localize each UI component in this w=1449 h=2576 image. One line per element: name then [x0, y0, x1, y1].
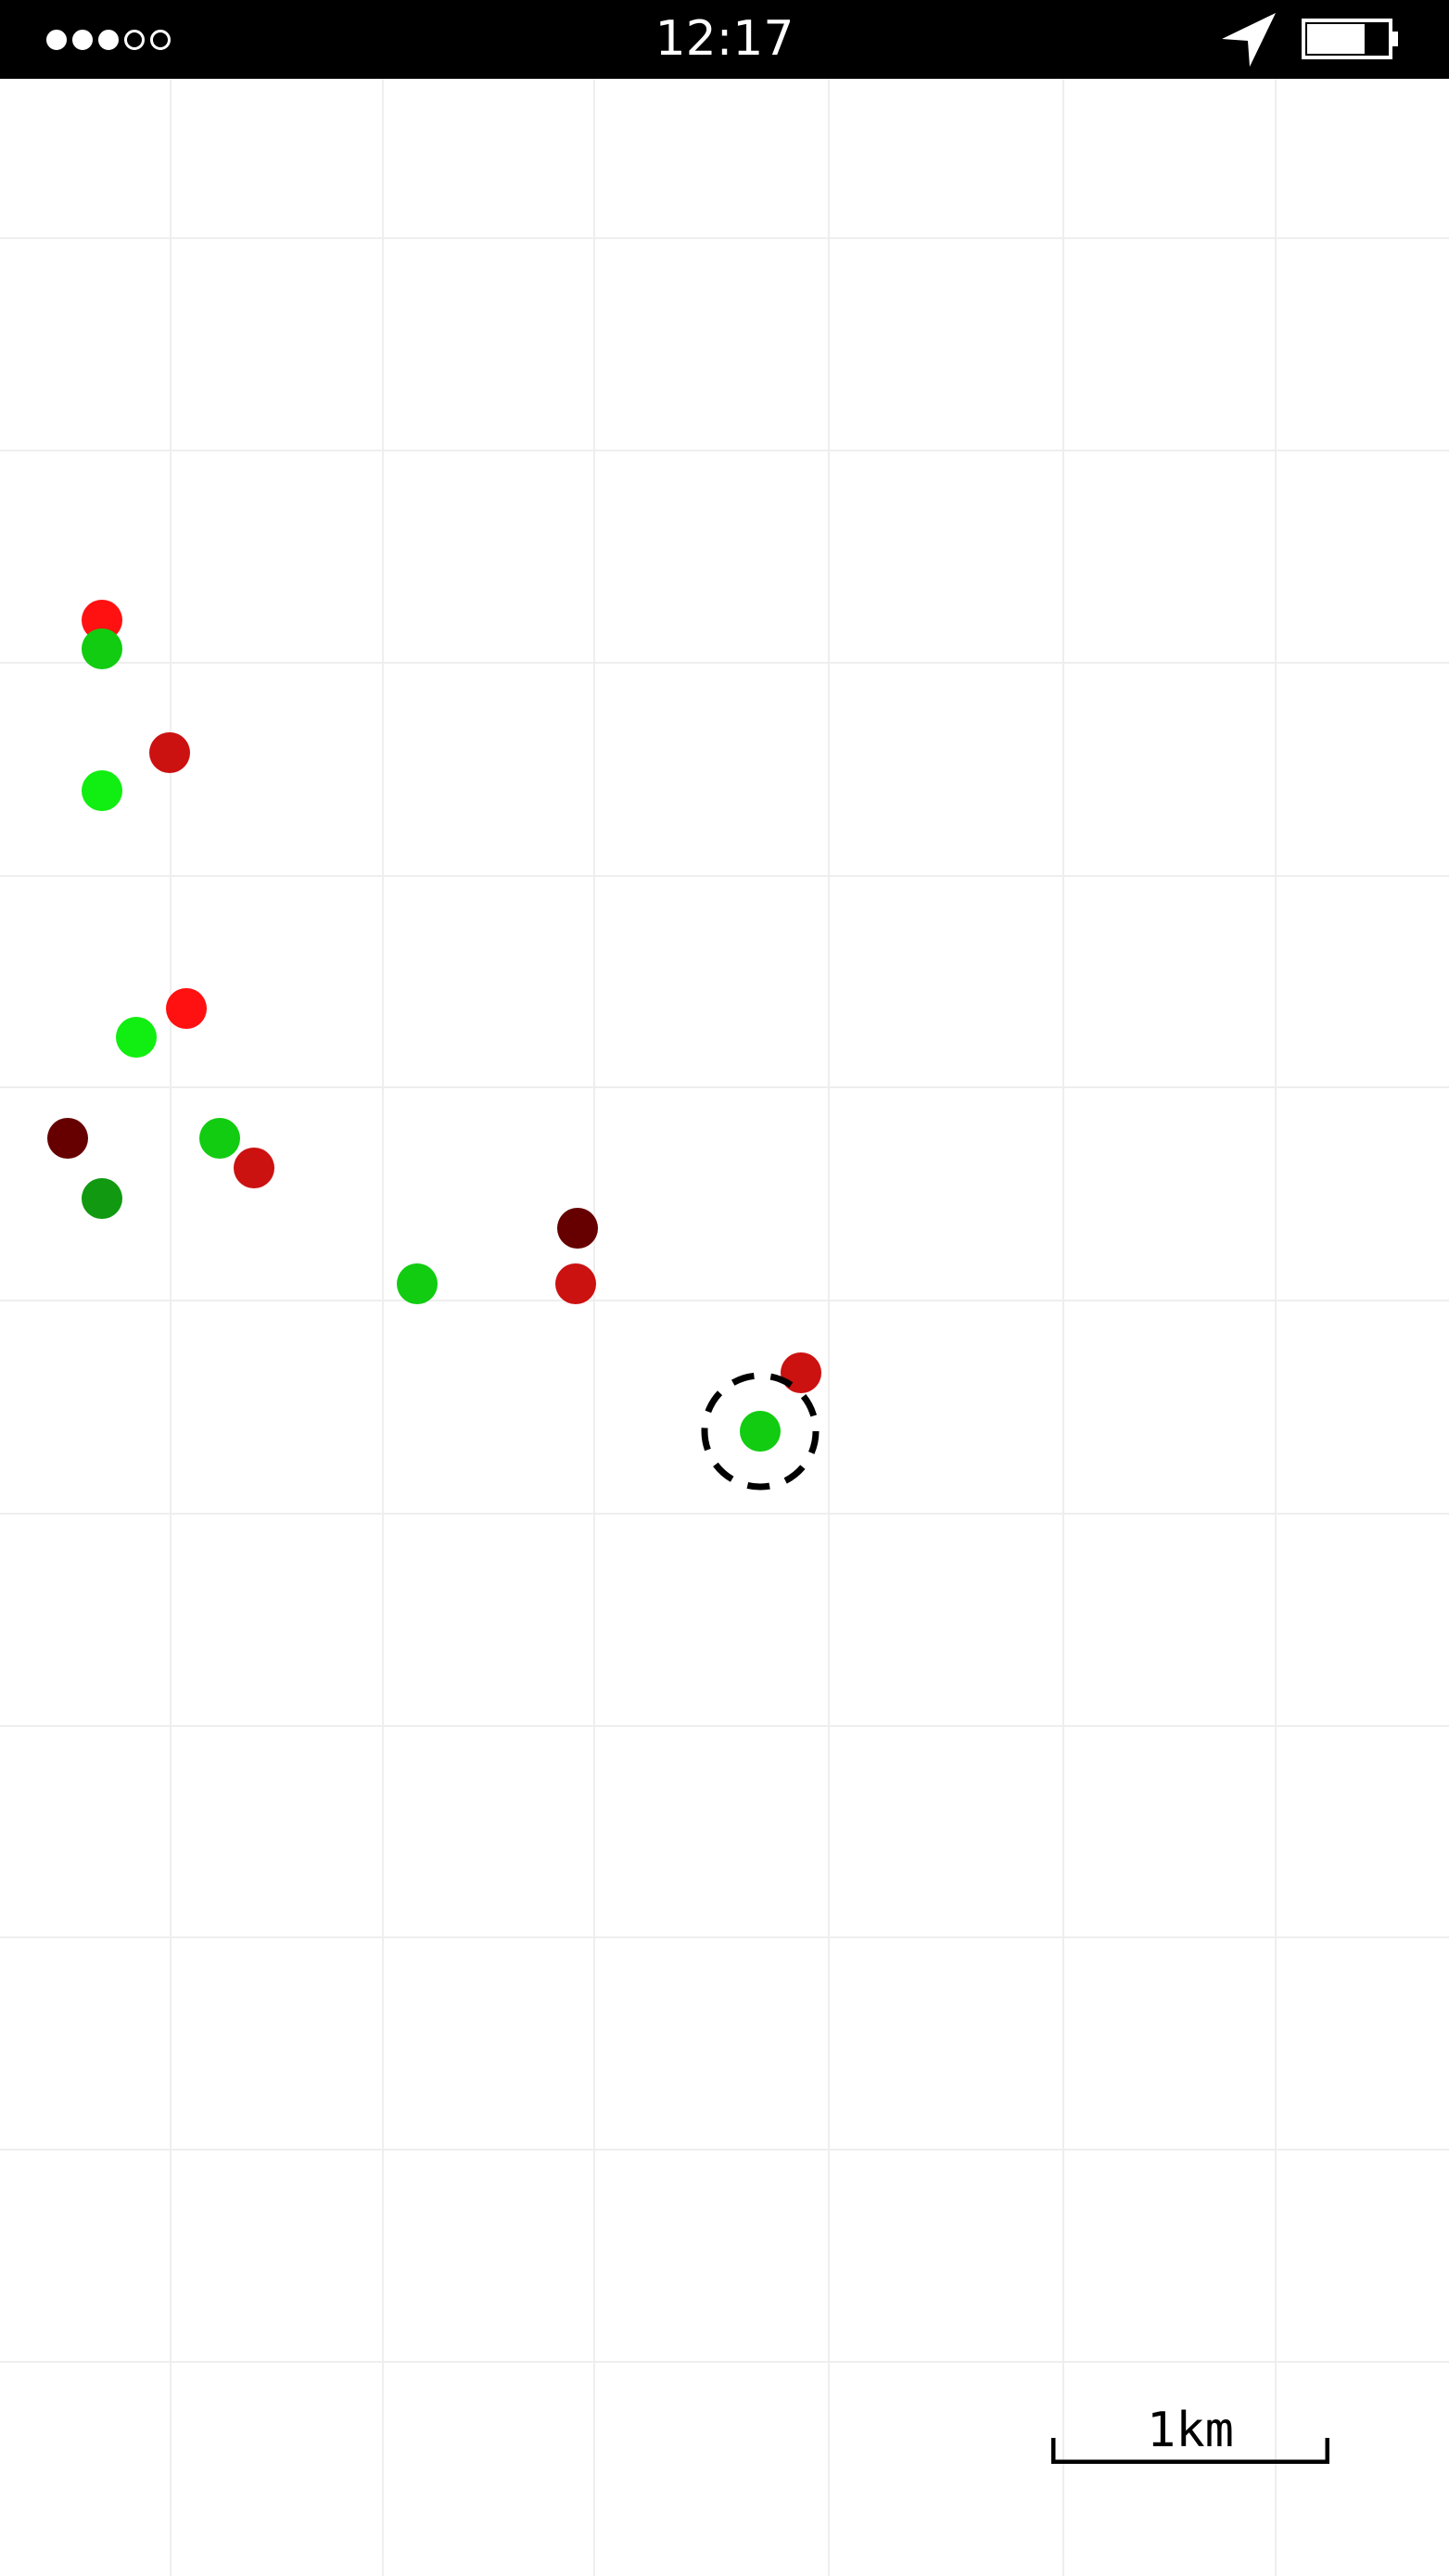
- map-marker[interactable]: [149, 732, 190, 773]
- signal-strength-indicator: [46, 26, 171, 54]
- location-arrow-icon: [1222, 13, 1276, 67]
- map-marker[interactable]: [781, 1352, 821, 1393]
- map-marker[interactable]: [82, 628, 122, 669]
- signal-dot-empty: [124, 30, 145, 50]
- battery-icon: [1302, 19, 1398, 59]
- selected-marker-ring: [701, 1372, 820, 1491]
- map-marker[interactable]: [116, 1017, 157, 1058]
- status-time: 12:17: [655, 11, 794, 67]
- map-marker[interactable]: [166, 988, 207, 1029]
- map-marker[interactable]: [555, 1263, 596, 1304]
- map-scale-bar: 1km: [1046, 2403, 1335, 2471]
- map-marker[interactable]: [82, 770, 122, 811]
- scale-line: [1051, 2438, 1329, 2464]
- map-marker[interactable]: [397, 1263, 438, 1304]
- map-marker[interactable]: [47, 1118, 88, 1159]
- map-marker[interactable]: [557, 1208, 598, 1249]
- map-view[interactable]: [0, 79, 1449, 2576]
- battery-level-fill: [1307, 24, 1365, 54]
- signal-dot-filled: [46, 30, 67, 50]
- status-bar: 12:17: [0, 0, 1449, 79]
- map-markers: [47, 600, 821, 1491]
- signal-dot-filled: [98, 30, 119, 50]
- map-marker-selected[interactable]: [740, 1411, 781, 1452]
- map-grid: [0, 79, 1449, 2576]
- signal-dot-empty: [150, 30, 171, 50]
- map-marker[interactable]: [82, 600, 122, 641]
- map-marker[interactable]: [82, 1178, 122, 1219]
- map-marker[interactable]: [199, 1118, 240, 1159]
- scale-label: 1km: [1147, 2403, 1234, 2458]
- map-marker[interactable]: [234, 1148, 274, 1188]
- signal-dot-filled: [72, 30, 93, 50]
